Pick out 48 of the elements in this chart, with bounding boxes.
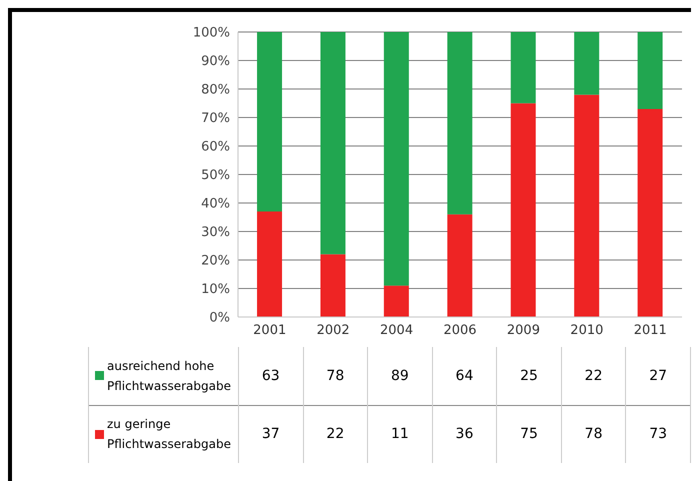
y-tick-label: 20% — [201, 254, 230, 269]
legend-label: ausreichend hohe Pflichtwasserabgabe — [107, 358, 232, 395]
y-tick-label: 10% — [201, 282, 230, 298]
data-label: 25 — [496, 347, 562, 405]
bar — [638, 108, 663, 317]
bar — [384, 32, 409, 286]
x-tick-label: 2010 — [570, 323, 604, 338]
data-label: 36 — [432, 405, 497, 463]
x-tick-label: 2002 — [316, 323, 350, 338]
bar — [257, 212, 282, 317]
x-tick-label: 2001 — [253, 323, 286, 338]
bar — [638, 32, 663, 109]
y-tick-label: 40% — [201, 196, 230, 212]
data-label: 64 — [432, 347, 497, 405]
legend-label: zu geringe Pflichtwasserabgabe — [107, 416, 232, 454]
bar — [510, 32, 536, 104]
bar — [447, 214, 472, 317]
data-label: 27 — [626, 347, 690, 405]
bar — [384, 286, 409, 317]
y-tick-label: 0% — [209, 310, 230, 326]
data-label: 75 — [496, 405, 562, 463]
data-label: 37 — [238, 405, 304, 463]
data-label: 11 — [368, 405, 432, 463]
x-tick-label: 2011 — [634, 323, 667, 338]
y-tick-label: 80% — [201, 82, 230, 98]
y-tick-label: 90% — [201, 54, 230, 70]
data-label: 73 — [626, 405, 690, 463]
bar — [510, 103, 536, 317]
bar — [447, 32, 472, 214]
bar — [320, 254, 346, 317]
y-tick-label: 50% — [201, 168, 230, 184]
x-tick-label: 2009 — [506, 323, 540, 338]
data-label: 78 — [561, 405, 626, 463]
data-label: 63 — [238, 347, 304, 405]
y-tick-label: 70% — [201, 111, 230, 126]
x-tick-label: 2004 — [380, 323, 414, 338]
data-label: 22 — [303, 405, 368, 463]
bar — [574, 32, 600, 95]
bar — [320, 32, 346, 254]
bar — [574, 94, 600, 317]
y-tick-label: 60% — [201, 140, 230, 155]
x-tick-label: 2006 — [443, 323, 477, 338]
bar — [257, 32, 282, 212]
data-label: 89 — [368, 347, 432, 405]
data-label: 78 — [303, 347, 368, 405]
y-tick-label: 30% — [201, 225, 230, 240]
data-label: 22 — [561, 347, 626, 405]
y-tick-label: 100% — [192, 26, 230, 41]
